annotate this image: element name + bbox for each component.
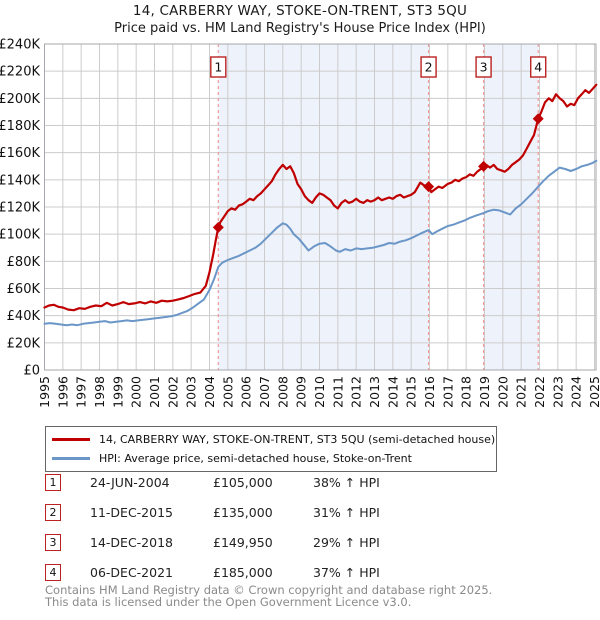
sale-date: 06-DEC-2021 — [90, 565, 173, 580]
x-axis-year-label: 2012 — [349, 376, 364, 408]
y-axis-tick-label: £160K — [0, 146, 40, 161]
x-axis-year-label: 2014 — [385, 376, 400, 408]
sale-price: £105,000 — [213, 475, 273, 490]
page-title: 14, CARBERRY WAY, STOKE-ON-TRENT, ST3 5Q… — [132, 3, 468, 19]
legend-label: HPI: Average price, semi-detached house,… — [99, 452, 412, 465]
sale-number-flag-label: 4 — [534, 60, 542, 75]
y-axis-tick-label: £200K — [0, 92, 40, 107]
y-axis-tick-label: £40K — [7, 309, 41, 324]
x-axis-year-label: 2018 — [459, 376, 474, 408]
legend-item-price-paid: 14, CARBERRY WAY, STOKE-ON-TRENT, ST3 5Q… — [52, 430, 496, 449]
x-axis-year-label: 1997 — [74, 376, 89, 408]
y-axis-tick-label: £120K — [0, 201, 40, 216]
sale-date: 11-DEC-2015 — [90, 505, 173, 520]
y-axis-tick-label: £100K — [0, 228, 40, 243]
table-row: 2 11-DEC-2015 £135,000 31% ↑ HPI — [45, 500, 565, 530]
sale-hpi-diff: 31% ↑ HPI — [313, 505, 380, 520]
y-axis-tick-label: £0 — [23, 364, 40, 379]
x-axis-year-label: 2004 — [202, 376, 217, 408]
sale-number-badge: 2 — [45, 504, 61, 521]
x-axis-year-label: 2013 — [367, 376, 382, 408]
x-axis-year-label: 2007 — [257, 376, 272, 408]
x-axis-year-label: 2019 — [477, 376, 492, 408]
sale-price: £185,000 — [213, 565, 273, 580]
x-axis-year-label: 2024 — [569, 376, 584, 408]
sale-number-flag-label: 2 — [425, 60, 433, 75]
sale-marker-diamond — [212, 221, 224, 233]
sale-marker-diamond — [423, 181, 435, 193]
sale-price: £135,000 — [213, 505, 273, 520]
x-axis-year-label: 2016 — [422, 376, 437, 408]
sale-number-badge: 3 — [45, 534, 61, 551]
license-footer: Contains HM Land Registry data © Crown c… — [45, 583, 493, 609]
x-axis-year-label: 1999 — [110, 376, 125, 408]
x-axis-year-label: 2010 — [312, 376, 327, 408]
x-axis-year-label: 2023 — [550, 376, 565, 408]
sale-number-flag-label: 3 — [480, 60, 488, 75]
y-axis-tick-label: £80K — [7, 255, 41, 270]
x-axis-year-label: 2015 — [404, 376, 419, 408]
y-axis-tick-label: £240K — [0, 38, 40, 53]
sale-number-badge: 1 — [45, 474, 61, 491]
x-axis-year-label: 2000 — [129, 376, 144, 408]
table-row: 3 14-DEC-2018 £149,950 29% ↑ HPI — [45, 530, 565, 560]
footer-line-1: Contains HM Land Registry data © Crown c… — [45, 583, 493, 597]
y-axis-tick-label: £140K — [0, 173, 40, 188]
sale-hpi-diff: 29% ↑ HPI — [313, 535, 380, 550]
x-axis-year-label: 2025 — [587, 376, 600, 408]
table-row: 1 24-JUN-2004 £105,000 38% ↑ HPI — [45, 470, 565, 500]
sale-hpi-diff: 38% ↑ HPI — [313, 475, 380, 490]
x-axis-year-label: 2011 — [330, 376, 345, 408]
x-axis-year-label: 2022 — [532, 376, 547, 408]
sale-price: £149,950 — [213, 535, 273, 550]
y-axis-tick-label: £180K — [0, 119, 40, 134]
y-axis-tick-label: £220K — [0, 65, 40, 80]
sale-number-flag — [475, 56, 492, 78]
sale-marker-diamond — [478, 160, 490, 172]
x-axis-year-label: 2020 — [495, 376, 510, 408]
price-history-chart: 1 2 3 4 £0 £20K £40K £60K £80K £100K £120K £140K £16… — [0, 38, 600, 408]
legend-item-hpi: HPI: Average price, semi-detached house,… — [52, 449, 492, 468]
sale-number-badge: 4 — [45, 564, 61, 581]
sale-date: 14-DEC-2018 — [90, 535, 173, 550]
x-axis-year-label: 2002 — [165, 376, 180, 408]
x-axis-year-label: 2009 — [294, 376, 309, 408]
sale-number-flag — [530, 56, 547, 78]
footer-line-2: This data is licensed under the Open Gov… — [45, 594, 412, 609]
legend-label: 14, CARBERRY WAY, STOKE-ON-TRENT, ST3 5Q… — [99, 433, 496, 446]
sale-number-flag — [420, 56, 437, 78]
y-axis-tick-label: £20K — [7, 336, 41, 351]
price-paid-line — [43, 83, 598, 312]
sale-number-flag-label: 1 — [214, 60, 222, 75]
x-axis-year-label: 1998 — [92, 376, 107, 408]
x-axis-year-label: 1995 — [37, 376, 52, 408]
sale-hpi-diff: 37% ↑ HPI — [313, 565, 380, 580]
sale-number-flag — [210, 56, 227, 78]
x-axis-year-label: 2008 — [275, 376, 290, 408]
x-axis-year-label: 1996 — [55, 376, 70, 408]
x-axis-year-label: 2003 — [184, 376, 199, 408]
page-subtitle: Price paid vs. HM Land Registry's House … — [114, 21, 486, 36]
x-axis-year-label: 2005 — [220, 376, 235, 408]
hpi-line — [43, 159, 598, 327]
plot-border — [44, 43, 597, 371]
hpi-line-swatch — [52, 457, 90, 460]
table-row: 4 06-DEC-2021 £185,000 37% ↑ HPI — [45, 560, 565, 590]
y-axis-tick-label: £60K — [7, 282, 41, 297]
chart-legend: 14, CARBERRY WAY, STOKE-ON-TRENT, ST3 5Q… — [45, 426, 497, 472]
x-axis-year-label: 2017 — [440, 376, 455, 408]
x-axis-year-label: 2006 — [239, 376, 254, 408]
x-axis-year-label: 2021 — [514, 376, 529, 408]
x-axis-year-label: 2001 — [147, 376, 162, 408]
sale-marker-diamond — [532, 113, 544, 125]
sales-table: 1 24-JUN-2004 £105,000 38% ↑ HPI 2 11-DE… — [45, 470, 565, 590]
price-paid-line-swatch — [52, 438, 90, 441]
sale-date: 24-JUN-2004 — [90, 475, 170, 490]
